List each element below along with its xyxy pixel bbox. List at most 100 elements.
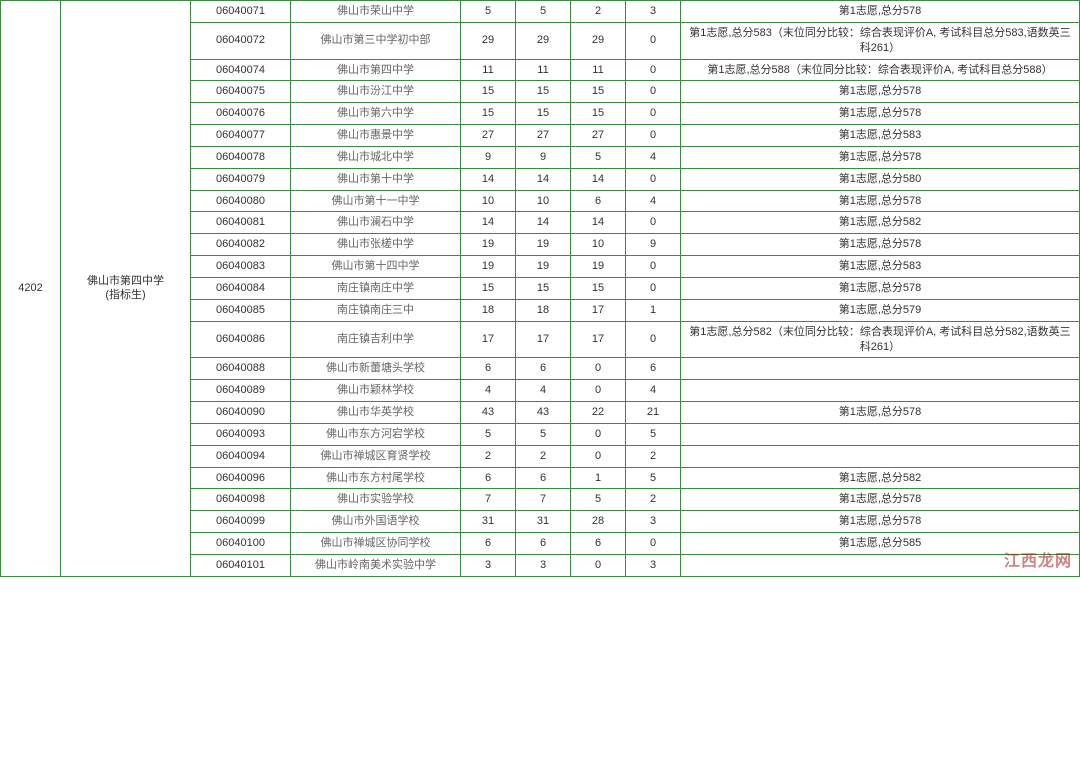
n1-cell: 19: [461, 256, 516, 278]
n4-cell: 2: [626, 489, 681, 511]
n1-cell: 6: [461, 358, 516, 380]
n4-cell: 0: [626, 321, 681, 358]
school-cell: 南庄镇南庄三中: [291, 299, 461, 321]
n3-cell: 27: [571, 125, 626, 147]
code-cell: 06040076: [191, 103, 291, 125]
school-cell: 南庄镇南庄中学: [291, 277, 461, 299]
n2-cell: 15: [516, 277, 571, 299]
n1-cell: 5: [461, 423, 516, 445]
n4-cell: 3: [626, 511, 681, 533]
n3-cell: 11: [571, 59, 626, 81]
n2-cell: 15: [516, 103, 571, 125]
n4-cell: 0: [626, 103, 681, 125]
code-cell: 06040086: [191, 321, 291, 358]
n3-cell: 14: [571, 212, 626, 234]
group-label-line2: (指标生): [105, 289, 145, 301]
n3-cell: 6: [571, 533, 626, 555]
n1-cell: 19: [461, 234, 516, 256]
n4-cell: 4: [626, 380, 681, 402]
remark-cell: [681, 423, 1080, 445]
n4-cell: 4: [626, 190, 681, 212]
remark-cell: 第1志愿,总分582: [681, 467, 1080, 489]
n1-cell: 6: [461, 533, 516, 555]
n1-cell: 15: [461, 103, 516, 125]
n1-cell: 17: [461, 321, 516, 358]
code-cell: 06040096: [191, 467, 291, 489]
n1-cell: 3: [461, 554, 516, 576]
school-cell: 佛山市华英学校: [291, 402, 461, 424]
code-cell: 06040099: [191, 511, 291, 533]
group-label-cell: 佛山市第四中学(指标生): [61, 1, 191, 577]
remark-cell: 第1志愿,总分578: [681, 190, 1080, 212]
code-cell: 06040084: [191, 277, 291, 299]
remark-cell: 第1志愿,总分578: [681, 146, 1080, 168]
n3-cell: 0: [571, 358, 626, 380]
school-cell: 佛山市新蕾塘头学校: [291, 358, 461, 380]
n3-cell: 15: [571, 81, 626, 103]
n1-cell: 18: [461, 299, 516, 321]
n4-cell: 0: [626, 212, 681, 234]
n2-cell: 5: [516, 1, 571, 23]
n2-cell: 17: [516, 321, 571, 358]
n3-cell: 0: [571, 554, 626, 576]
code-cell: 06040094: [191, 445, 291, 467]
n1-cell: 31: [461, 511, 516, 533]
remark-cell: 第1志愿,总分578: [681, 402, 1080, 424]
n4-cell: 5: [626, 423, 681, 445]
code-cell: 06040082: [191, 234, 291, 256]
remark-cell: 第1志愿,总分579: [681, 299, 1080, 321]
n2-cell: 29: [516, 22, 571, 59]
n3-cell: 6: [571, 190, 626, 212]
table-row: 4202佛山市第四中学(指标生)06040071佛山市荣山中学5523第1志愿,…: [1, 1, 1080, 23]
n2-cell: 14: [516, 212, 571, 234]
n3-cell: 0: [571, 423, 626, 445]
remark-cell: 第1志愿,总分578: [681, 103, 1080, 125]
remark-cell: [681, 554, 1080, 576]
n2-cell: 6: [516, 467, 571, 489]
code-cell: 06040088: [191, 358, 291, 380]
n2-cell: 4: [516, 380, 571, 402]
n2-cell: 31: [516, 511, 571, 533]
school-cell: 佛山市第十中学: [291, 168, 461, 190]
n2-cell: 5: [516, 423, 571, 445]
n4-cell: 2: [626, 445, 681, 467]
school-cell: 佛山市实验学校: [291, 489, 461, 511]
school-cell: 佛山市第十四中学: [291, 256, 461, 278]
n3-cell: 2: [571, 1, 626, 23]
school-cell: 佛山市东方河宕学校: [291, 423, 461, 445]
remark-cell: 第1志愿,总分580: [681, 168, 1080, 190]
remark-cell: 第1志愿,总分578: [681, 511, 1080, 533]
school-cell: 佛山市第六中学: [291, 103, 461, 125]
n2-cell: 19: [516, 234, 571, 256]
remark-cell: 第1志愿,总分578: [681, 489, 1080, 511]
code-cell: 06040089: [191, 380, 291, 402]
remark-cell: 第1志愿,总分578: [681, 277, 1080, 299]
school-cell: 佛山市岭南美术实验中学: [291, 554, 461, 576]
code-cell: 06040100: [191, 533, 291, 555]
n4-cell: 0: [626, 125, 681, 147]
n1-cell: 4: [461, 380, 516, 402]
n4-cell: 3: [626, 1, 681, 23]
n3-cell: 10: [571, 234, 626, 256]
school-cell: 佛山市第三中学初中部: [291, 22, 461, 59]
school-cell: 南庄镇吉利中学: [291, 321, 461, 358]
code-cell: 06040081: [191, 212, 291, 234]
code-cell: 06040083: [191, 256, 291, 278]
n3-cell: 17: [571, 321, 626, 358]
n2-cell: 19: [516, 256, 571, 278]
admission-table: 4202佛山市第四中学(指标生)06040071佛山市荣山中学5523第1志愿,…: [0, 0, 1080, 577]
remark-cell: 第1志愿,总分582: [681, 212, 1080, 234]
code-cell: 06040098: [191, 489, 291, 511]
n4-cell: 3: [626, 554, 681, 576]
n1-cell: 2: [461, 445, 516, 467]
code-cell: 06040090: [191, 402, 291, 424]
code-cell: 06040077: [191, 125, 291, 147]
school-cell: 佛山市东方村尾学校: [291, 467, 461, 489]
n1-cell: 14: [461, 212, 516, 234]
school-cell: 佛山市汾江中学: [291, 81, 461, 103]
n3-cell: 22: [571, 402, 626, 424]
n2-cell: 11: [516, 59, 571, 81]
remark-cell: [681, 445, 1080, 467]
n2-cell: 15: [516, 81, 571, 103]
school-cell: 佛山市荣山中学: [291, 1, 461, 23]
